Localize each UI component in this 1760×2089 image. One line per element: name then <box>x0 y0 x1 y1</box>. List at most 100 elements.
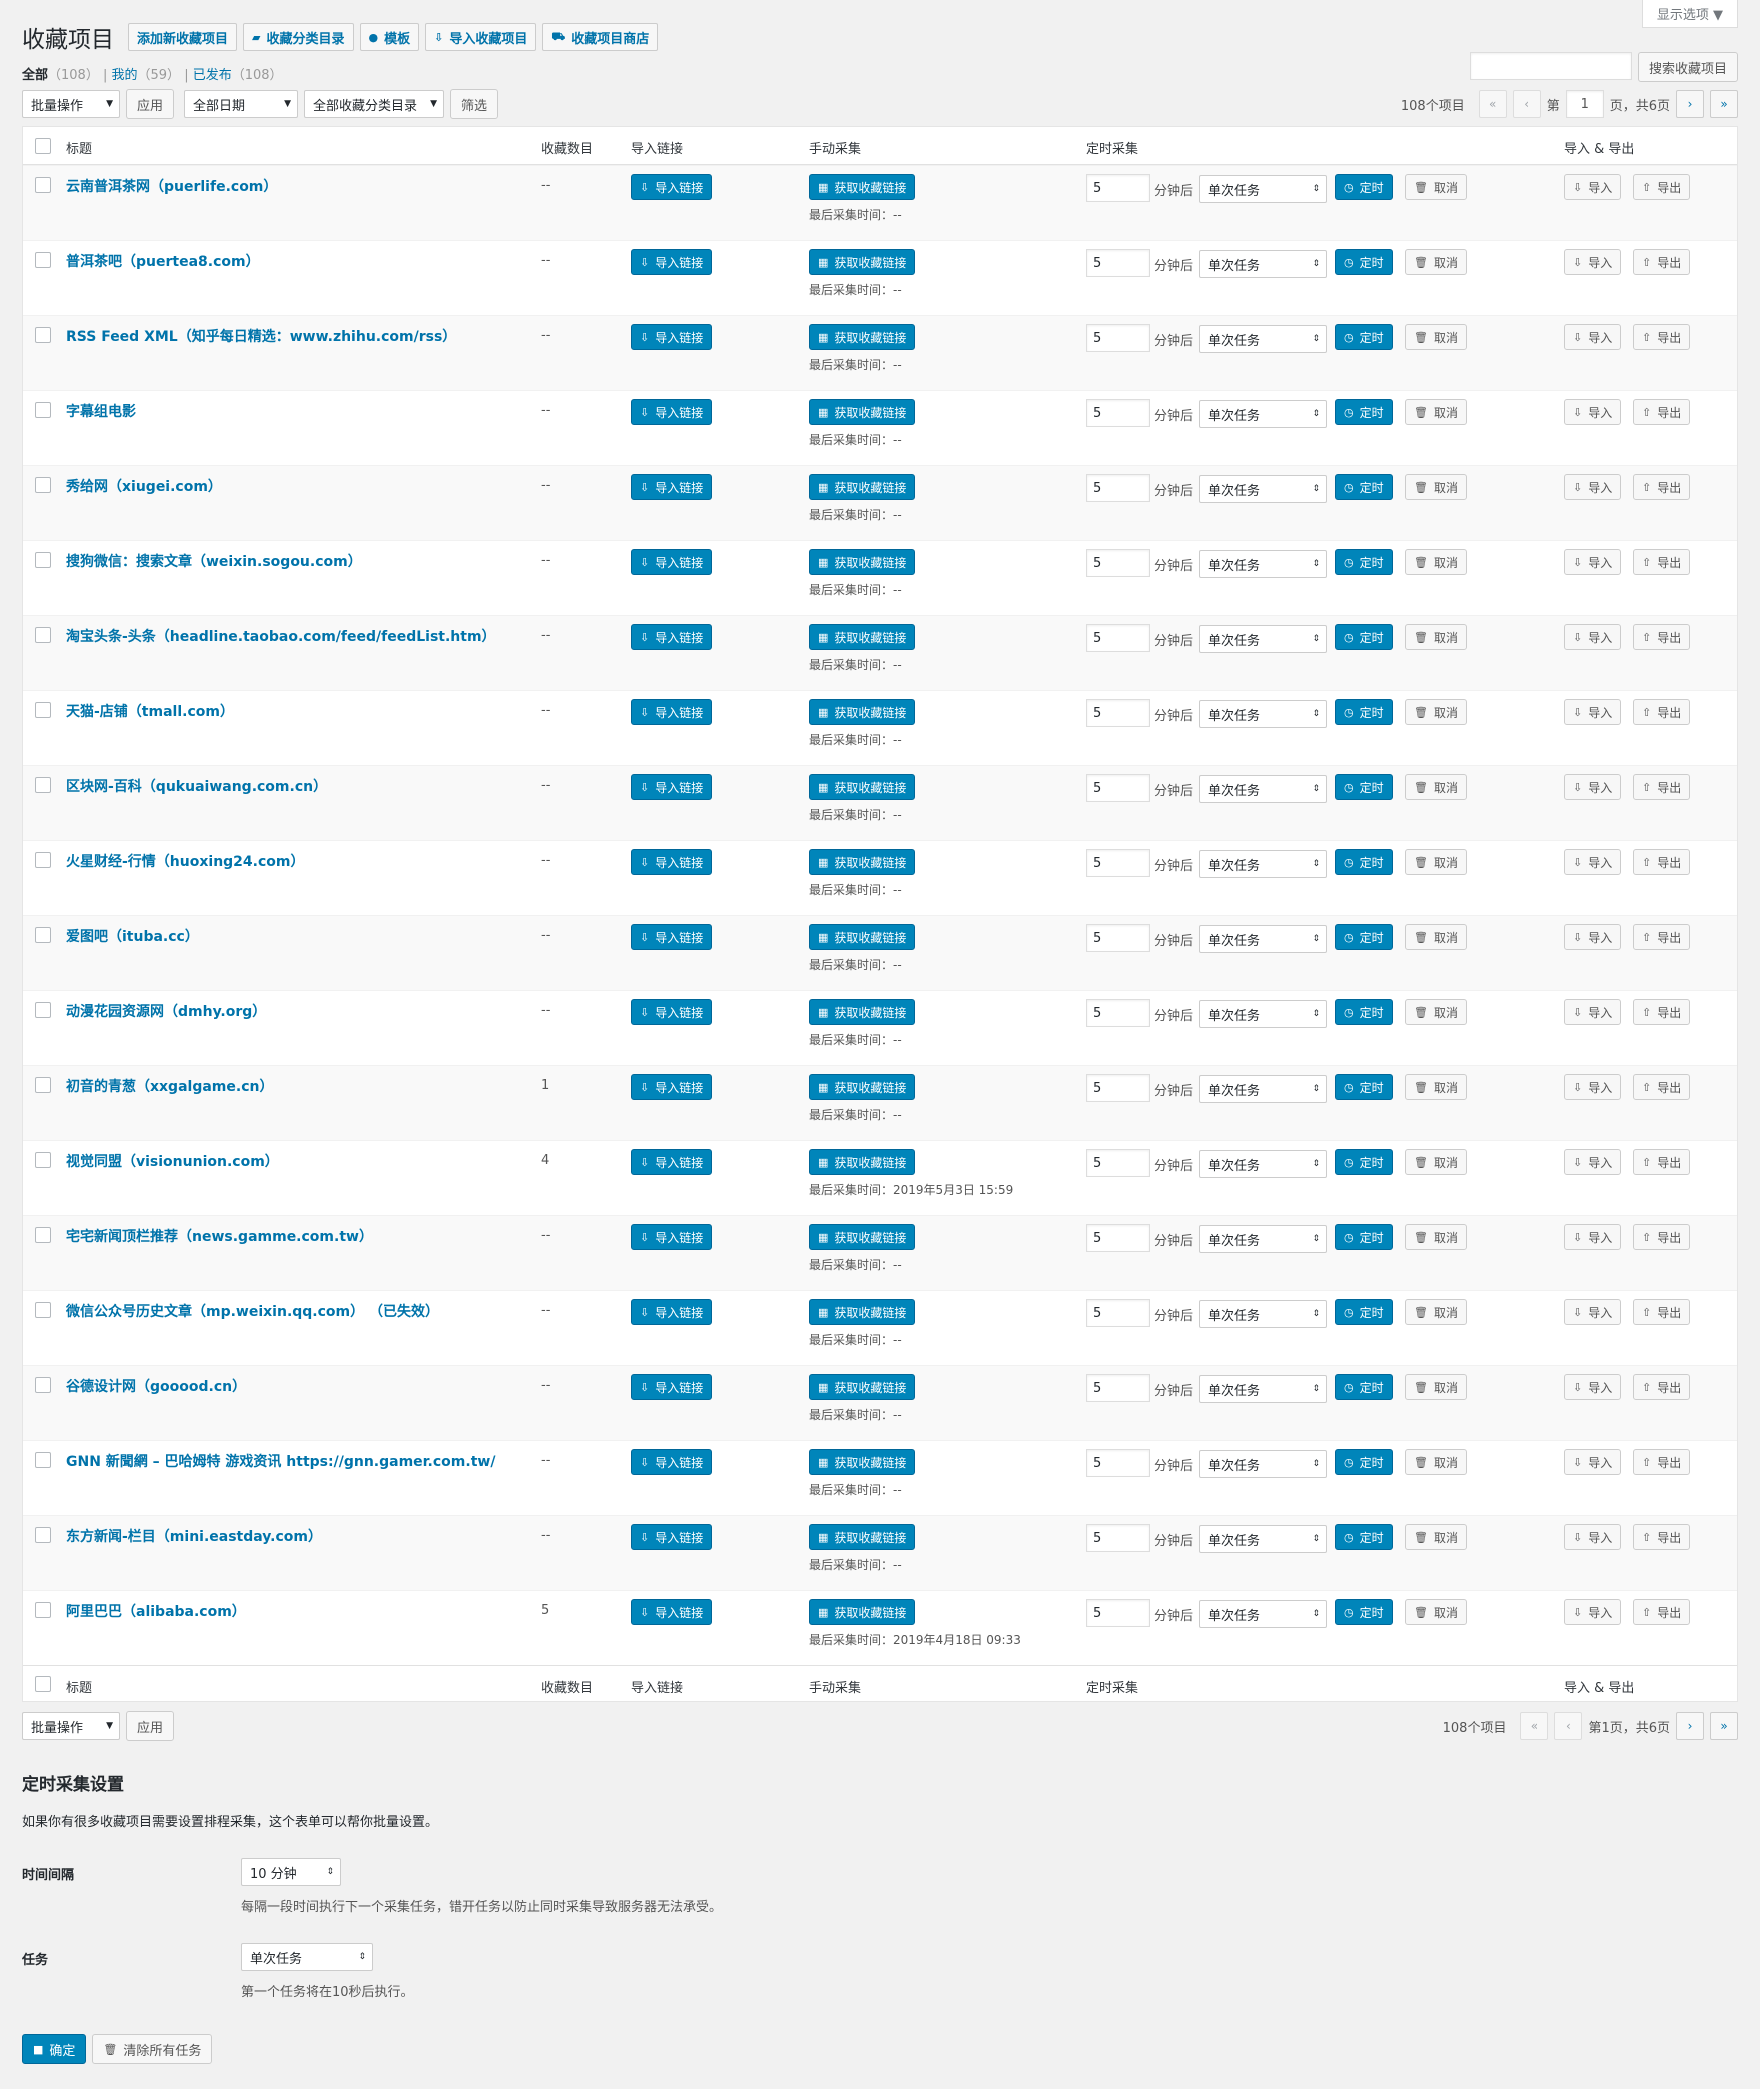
row-export-button[interactable]: ⇧ 导出 <box>1633 1449 1691 1475</box>
task-select[interactable]: 单次任务 ⇕ <box>1199 550 1327 578</box>
row-checkbox[interactable] <box>35 402 51 418</box>
filter-button[interactable]: 筛选 <box>450 89 499 119</box>
cancel-button[interactable]: 🗑 取消 <box>1405 1074 1467 1100</box>
row-checkbox[interactable] <box>35 1227 51 1243</box>
add-new-button[interactable]: 添加新收藏项目 <box>128 23 238 51</box>
row-import-button[interactable]: ⇩ 导入 <box>1564 699 1622 725</box>
cancel-button[interactable]: 🗑 取消 <box>1405 999 1467 1025</box>
task-select[interactable]: 单次任务 ⇕ <box>1199 625 1327 653</box>
minutes-input[interactable]: 5 <box>1086 924 1150 952</box>
import-links-button[interactable]: ⇩ 导入链接 <box>631 849 713 875</box>
schedule-button[interactable]: ◷ 定时 <box>1335 1074 1393 1100</box>
row-export-button[interactable]: ⇧ 导出 <box>1633 774 1691 800</box>
schedule-button[interactable]: ◷ 定时 <box>1335 474 1393 500</box>
row-checkbox[interactable] <box>35 1152 51 1168</box>
row-checkbox[interactable] <box>35 1002 51 1018</box>
minutes-input[interactable]: 5 <box>1086 1524 1150 1552</box>
row-import-button[interactable]: ⇩ 导入 <box>1564 249 1622 275</box>
next-page-button[interactable]: › <box>1676 90 1704 118</box>
minutes-input[interactable]: 5 <box>1086 474 1150 502</box>
row-import-button[interactable]: ⇩ 导入 <box>1564 1149 1622 1175</box>
grab-links-button[interactable]: ▦ 获取收藏链接 <box>809 1449 916 1475</box>
row-title-link[interactable]: GNN 新聞網 – 巴哈姆特 游戏资讯 https://gnn.gamer.co… <box>66 1454 496 1470</box>
row-export-button[interactable]: ⇧ 导出 <box>1633 699 1691 725</box>
import-links-button[interactable]: ⇩ 导入链接 <box>631 1449 713 1475</box>
row-export-button[interactable]: ⇧ 导出 <box>1633 924 1691 950</box>
grab-links-button[interactable]: ▦ 获取收藏链接 <box>809 1599 916 1625</box>
task-select[interactable]: 单次任务 ⇕ <box>1199 1150 1327 1178</box>
import-links-button[interactable]: ⇩ 导入链接 <box>631 1224 713 1250</box>
schedule-button[interactable]: ◷ 定时 <box>1335 774 1393 800</box>
select-all-checkbox[interactable] <box>35 138 51 154</box>
grab-links-button[interactable]: ▦ 获取收藏链接 <box>809 1524 916 1550</box>
schedule-button[interactable]: ◷ 定时 <box>1335 324 1393 350</box>
cancel-button[interactable]: 🗑 取消 <box>1405 1299 1467 1325</box>
row-import-button[interactable]: ⇩ 导入 <box>1564 174 1622 200</box>
grab-links-button[interactable]: ▦ 获取收藏链接 <box>809 1299 916 1325</box>
row-title-link[interactable]: 动漫花园资源网（dmhy.org） <box>66 1004 267 1020</box>
cancel-button[interactable]: 🗑 取消 <box>1405 924 1467 950</box>
row-checkbox[interactable] <box>35 1302 51 1318</box>
row-checkbox[interactable] <box>35 627 51 643</box>
row-export-button[interactable]: ⇧ 导出 <box>1633 324 1691 350</box>
grab-links-button[interactable]: ▦ 获取收藏链接 <box>809 474 916 500</box>
store-button[interactable]: ⛟ 收藏项目商店 <box>542 23 659 51</box>
row-import-button[interactable]: ⇩ 导入 <box>1564 324 1622 350</box>
task-select[interactable]: 单次任务 ⇕ <box>1199 1375 1327 1403</box>
schedule-button[interactable]: ◷ 定时 <box>1335 174 1393 200</box>
minutes-input[interactable]: 5 <box>1086 249 1150 277</box>
row-checkbox[interactable] <box>35 252 51 268</box>
row-export-button[interactable]: ⇧ 导出 <box>1633 1149 1691 1175</box>
row-export-button[interactable]: ⇧ 导出 <box>1633 1599 1691 1625</box>
grab-links-button[interactable]: ▦ 获取收藏链接 <box>809 1074 916 1100</box>
grab-links-button[interactable]: ▦ 获取收藏链接 <box>809 849 916 875</box>
schedule-button[interactable]: ◷ 定时 <box>1335 999 1393 1025</box>
task-select[interactable]: 单次任务 ⇕ <box>1199 1600 1327 1628</box>
minutes-input[interactable]: 5 <box>1086 999 1150 1027</box>
cancel-button[interactable]: 🗑 取消 <box>1405 1149 1467 1175</box>
row-import-button[interactable]: ⇩ 导入 <box>1564 1599 1622 1625</box>
minutes-input[interactable]: 5 <box>1086 774 1150 802</box>
row-title-link[interactable]: 字幕组电影 <box>66 404 136 420</box>
interval-select[interactable]: 10 分钟 ⇕ <box>241 1858 341 1886</box>
row-title-link[interactable]: 初音的青葱（xxgalgame.cn） <box>66 1079 274 1095</box>
row-import-button[interactable]: ⇩ 导入 <box>1564 924 1622 950</box>
task-select[interactable]: 单次任务 ⇕ <box>1199 1450 1327 1478</box>
row-import-button[interactable]: ⇩ 导入 <box>1564 1449 1622 1475</box>
row-export-button[interactable]: ⇧ 导出 <box>1633 174 1691 200</box>
row-export-button[interactable]: ⇧ 导出 <box>1633 1374 1691 1400</box>
row-checkbox[interactable] <box>35 1452 51 1468</box>
row-import-button[interactable]: ⇩ 导入 <box>1564 999 1622 1025</box>
row-import-button[interactable]: ⇩ 导入 <box>1564 474 1622 500</box>
row-checkbox[interactable] <box>35 552 51 568</box>
cancel-button[interactable]: 🗑 取消 <box>1405 399 1467 425</box>
import-links-button[interactable]: ⇩ 导入链接 <box>631 699 713 725</box>
minutes-input[interactable]: 5 <box>1086 174 1150 202</box>
task-select[interactable]: 单次任务 ⇕ <box>1199 775 1327 803</box>
row-title-link[interactable]: 爱图吧（ituba.cc） <box>66 929 199 945</box>
select-all-checkbox[interactable] <box>35 1676 51 1692</box>
row-export-button[interactable]: ⇧ 导出 <box>1633 999 1691 1025</box>
row-title-link[interactable]: 区块网-百科（qukuaiwang.com.cn） <box>66 779 328 795</box>
row-import-button[interactable]: ⇩ 导入 <box>1564 549 1622 575</box>
apply-button[interactable]: 应用 <box>126 89 175 119</box>
row-title-link[interactable]: 阿里巴巴（alibaba.com） <box>66 1604 246 1620</box>
import-links-button[interactable]: ⇩ 导入链接 <box>631 549 713 575</box>
confirm-button[interactable]: ■ 确定 <box>22 2034 87 2064</box>
schedule-button[interactable]: ◷ 定时 <box>1335 924 1393 950</box>
task-select[interactable]: 单次任务 ⇕ <box>1199 1525 1327 1553</box>
category-filter-select[interactable]: 全部收藏分类目录 ▼ <box>304 90 445 118</box>
import-links-button[interactable]: ⇩ 导入链接 <box>631 1524 713 1550</box>
row-import-button[interactable]: ⇩ 导入 <box>1564 774 1622 800</box>
row-title-link[interactable]: 搜狗微信：搜索文章（weixin.sogou.com） <box>66 554 362 570</box>
minutes-input[interactable]: 5 <box>1086 1074 1150 1102</box>
grab-links-button[interactable]: ▦ 获取收藏链接 <box>809 399 916 425</box>
schedule-button[interactable]: ◷ 定时 <box>1335 1524 1393 1550</box>
grab-links-button[interactable]: ▦ 获取收藏链接 <box>809 249 916 275</box>
row-checkbox[interactable] <box>35 477 51 493</box>
schedule-button[interactable]: ◷ 定时 <box>1335 624 1393 650</box>
task-select[interactable]: 单次任务 ⇕ <box>1199 175 1327 203</box>
row-checkbox[interactable] <box>35 852 51 868</box>
minutes-input[interactable]: 5 <box>1086 624 1150 652</box>
minutes-input[interactable]: 5 <box>1086 849 1150 877</box>
